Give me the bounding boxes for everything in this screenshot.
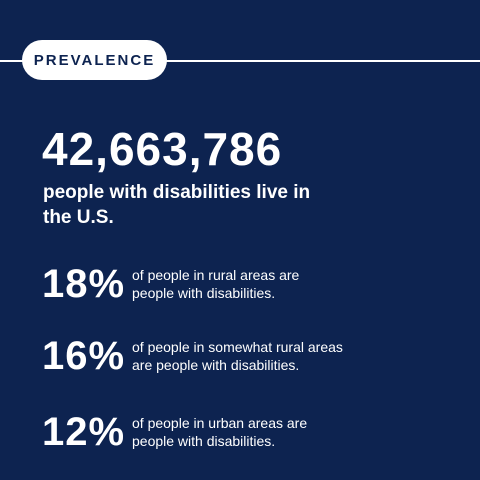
header-divider <box>0 60 480 62</box>
headline-number: 42,663,786 <box>42 123 283 175</box>
stat-somewhat-rural: 16% of people in somewhat rural areas ar… <box>42 336 347 376</box>
stat-value: 12% <box>42 410 126 454</box>
stat-text: of people in somewhat rural areas are pe… <box>132 339 343 373</box>
stat-text: of people in rural areas are people with… <box>132 267 300 301</box>
headline-caption: people with disabilities live in the U.S… <box>43 182 311 228</box>
stat-value: 18% <box>42 262 126 306</box>
stat-value: 16% <box>42 334 126 378</box>
section-label: PREVALENCE <box>33 51 156 69</box>
stat-rural: 18% of people in rural areas are people … <box>42 264 312 304</box>
section-label-pill: PREVALENCE <box>22 40 167 80</box>
stat-text: of people in urban areas are people with… <box>132 415 308 449</box>
stat-urban: 12% of people in urban areas are people … <box>42 412 312 452</box>
